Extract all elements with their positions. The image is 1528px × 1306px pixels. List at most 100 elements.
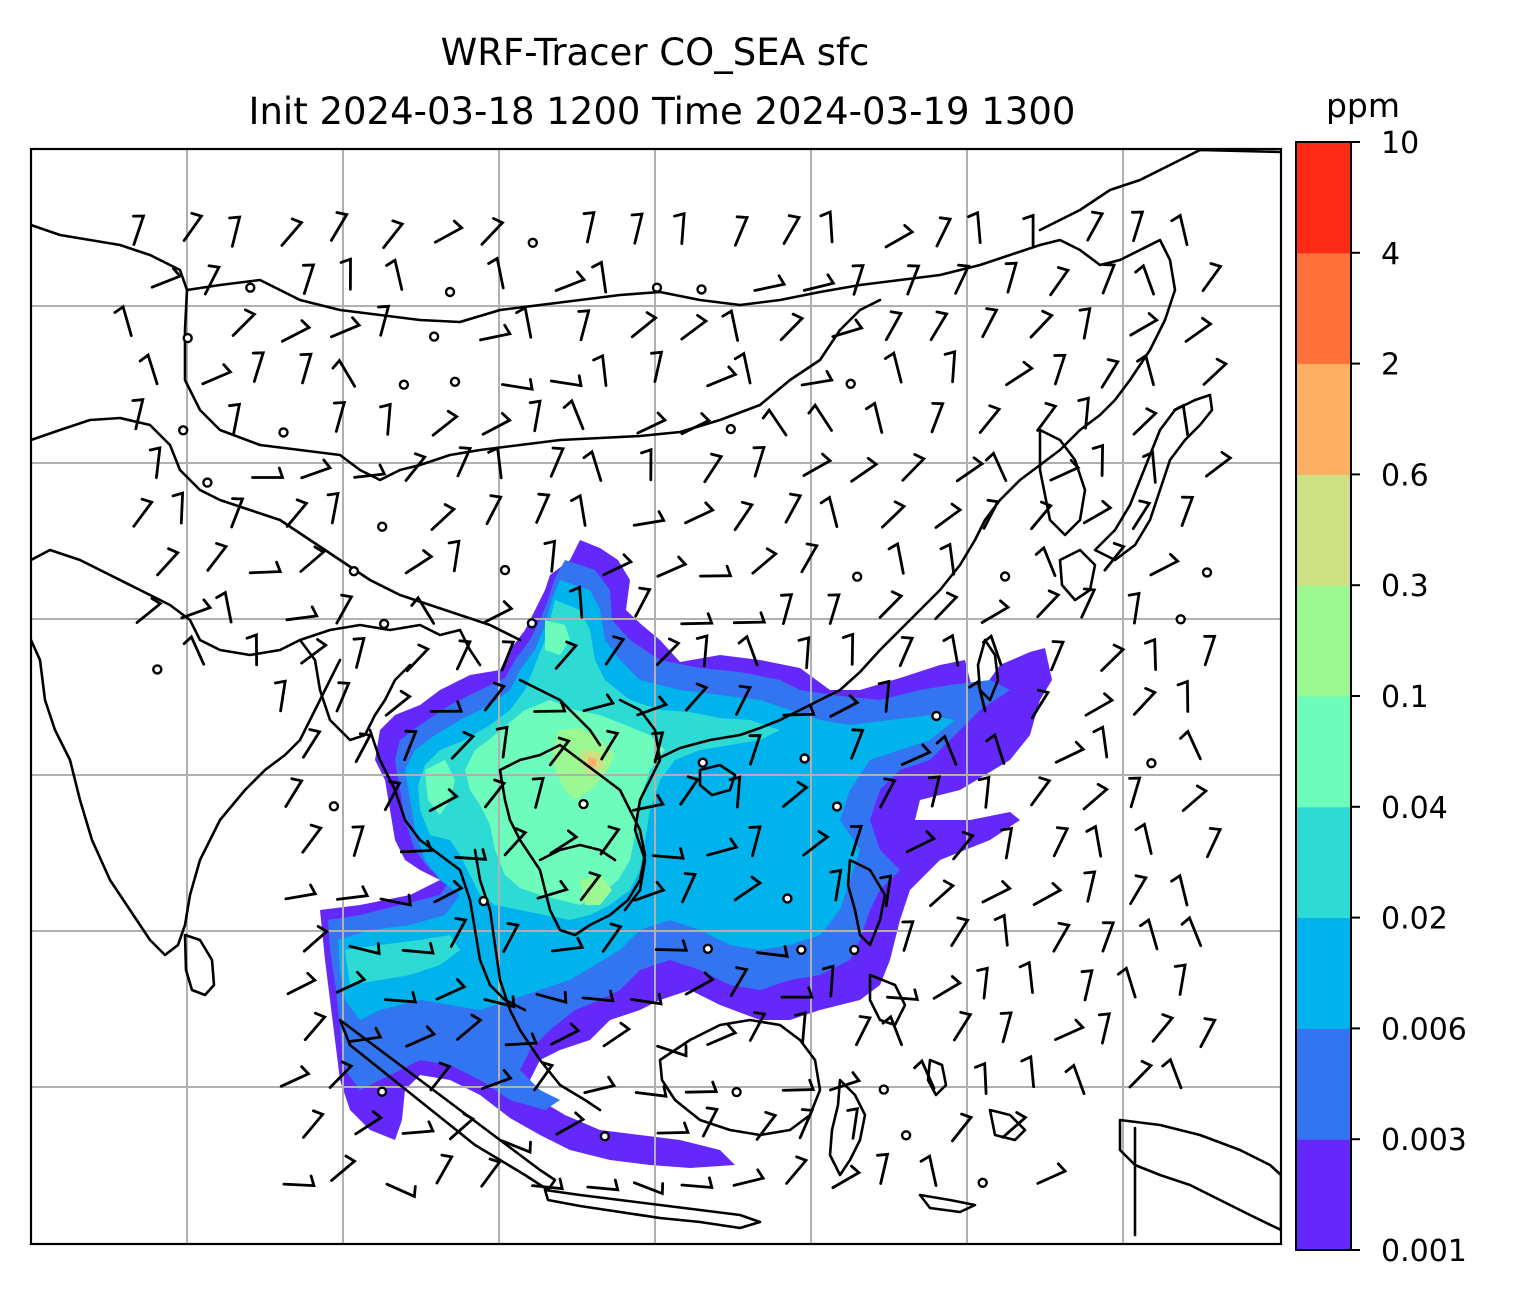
wind-barb bbox=[1029, 309, 1055, 339]
wind-barb bbox=[483, 600, 514, 624]
wind-barb bbox=[1085, 824, 1103, 858]
calm-wind-marker bbox=[977, 1177, 988, 1189]
wind-barb bbox=[898, 636, 915, 668]
wind-barb bbox=[974, 1061, 988, 1095]
wind-barb bbox=[300, 458, 333, 480]
wind-barb bbox=[456, 446, 473, 478]
wind-barb bbox=[1134, 822, 1153, 855]
colorbar-tick-label: 2 bbox=[1381, 348, 1400, 383]
borneo bbox=[658, 1018, 822, 1137]
colorbar-unit-label: ppm bbox=[1326, 86, 1400, 125]
wind-barb bbox=[680, 412, 712, 436]
wind-barb bbox=[251, 351, 266, 383]
wind-barb bbox=[800, 369, 834, 387]
wind-barb bbox=[1131, 499, 1152, 530]
japan-honshu bbox=[1093, 393, 1214, 562]
wind-barbs bbox=[113, 209, 1233, 1199]
wind-barb bbox=[630, 212, 644, 245]
wind-barb bbox=[171, 491, 185, 525]
wind-barb bbox=[695, 634, 709, 668]
wind-barb bbox=[339, 257, 352, 291]
wind-barb bbox=[900, 743, 932, 766]
wind-barb bbox=[684, 682, 709, 712]
calm-wind-marker bbox=[499, 564, 511, 576]
wind-barb bbox=[429, 1061, 452, 1092]
wind-barb bbox=[955, 456, 985, 483]
calm-wind-marker bbox=[999, 571, 1011, 582]
wind-barb bbox=[877, 679, 891, 713]
wind-barb bbox=[876, 1152, 890, 1185]
wind-barb bbox=[831, 1164, 862, 1189]
java bbox=[543, 1188, 762, 1230]
wind-barb bbox=[798, 1108, 815, 1140]
vietnam-east bbox=[618, 698, 662, 912]
korea bbox=[1038, 428, 1087, 537]
wind-barb bbox=[1203, 634, 1217, 667]
wind-barb bbox=[487, 445, 503, 480]
wind-barb bbox=[601, 922, 623, 953]
wind-barb bbox=[248, 560, 283, 575]
new-guinea bbox=[1118, 1118, 1281, 1232]
wind-barb bbox=[351, 825, 365, 857]
wind-barb bbox=[651, 731, 665, 764]
wind-barb bbox=[864, 401, 884, 434]
wind-barb bbox=[501, 378, 534, 391]
wind-barb bbox=[1116, 966, 1137, 999]
wind-barb bbox=[535, 990, 568, 1004]
wind-barb bbox=[968, 679, 987, 713]
wind-barb bbox=[230, 497, 245, 529]
calm-wind-marker bbox=[377, 521, 388, 532]
wind-barb bbox=[1005, 360, 1035, 387]
wind-barb bbox=[504, 1032, 539, 1047]
wind-barb bbox=[303, 1011, 328, 1042]
wind-barb bbox=[385, 257, 404, 291]
wind-barb bbox=[384, 990, 418, 1004]
wind-barb bbox=[586, 1178, 620, 1192]
wind-barb bbox=[1078, 307, 1092, 340]
wind-barb bbox=[755, 945, 789, 958]
taiwan bbox=[976, 638, 1000, 702]
wind-barb bbox=[929, 310, 949, 342]
wind-barb bbox=[748, 825, 762, 858]
wind-barb bbox=[1080, 587, 1097, 619]
wind-barb bbox=[849, 824, 864, 857]
calm-wind-marker bbox=[702, 943, 713, 954]
wind-barb bbox=[934, 591, 959, 621]
wind-barb bbox=[1134, 263, 1155, 296]
wind-barb bbox=[980, 599, 1011, 624]
wind-barb bbox=[215, 590, 233, 624]
wind-barb bbox=[821, 964, 835, 998]
wind-barb bbox=[1199, 1017, 1217, 1049]
wind-barb bbox=[600, 729, 620, 761]
wind-barb bbox=[901, 920, 915, 952]
wind-barb bbox=[737, 634, 759, 667]
wind-barb bbox=[591, 260, 608, 294]
plume-level-0.04 bbox=[425, 620, 665, 905]
wind-barb bbox=[785, 1155, 809, 1185]
wind-barb bbox=[887, 541, 905, 575]
wind-barb bbox=[535, 492, 551, 524]
wind-barb bbox=[919, 1154, 938, 1187]
calm-wind-marker bbox=[696, 284, 707, 295]
wind-barb bbox=[1082, 499, 1113, 525]
wind-barb bbox=[379, 402, 392, 436]
wind-barb bbox=[684, 971, 715, 996]
wind-barb bbox=[632, 510, 666, 527]
calm-wind-marker bbox=[900, 1130, 912, 1141]
wind-barb bbox=[784, 492, 803, 524]
wind-barb bbox=[734, 215, 750, 247]
wind-barb bbox=[1131, 210, 1145, 243]
wind-barb bbox=[592, 353, 608, 387]
wind-barb bbox=[332, 400, 347, 433]
wind-barb bbox=[555, 1111, 586, 1136]
colorbar-tick-label: 0.02 bbox=[1381, 902, 1448, 937]
wind-barb bbox=[1082, 782, 1110, 811]
calm-wind-marker bbox=[697, 757, 708, 768]
wind-barb bbox=[156, 547, 181, 577]
wind-barb bbox=[954, 263, 971, 295]
wind-barb bbox=[251, 466, 285, 479]
wind-barb bbox=[1054, 740, 1086, 764]
wind-barb bbox=[881, 1014, 903, 1047]
wind-barb bbox=[1092, 725, 1109, 759]
wind-barb bbox=[1054, 1018, 1086, 1041]
